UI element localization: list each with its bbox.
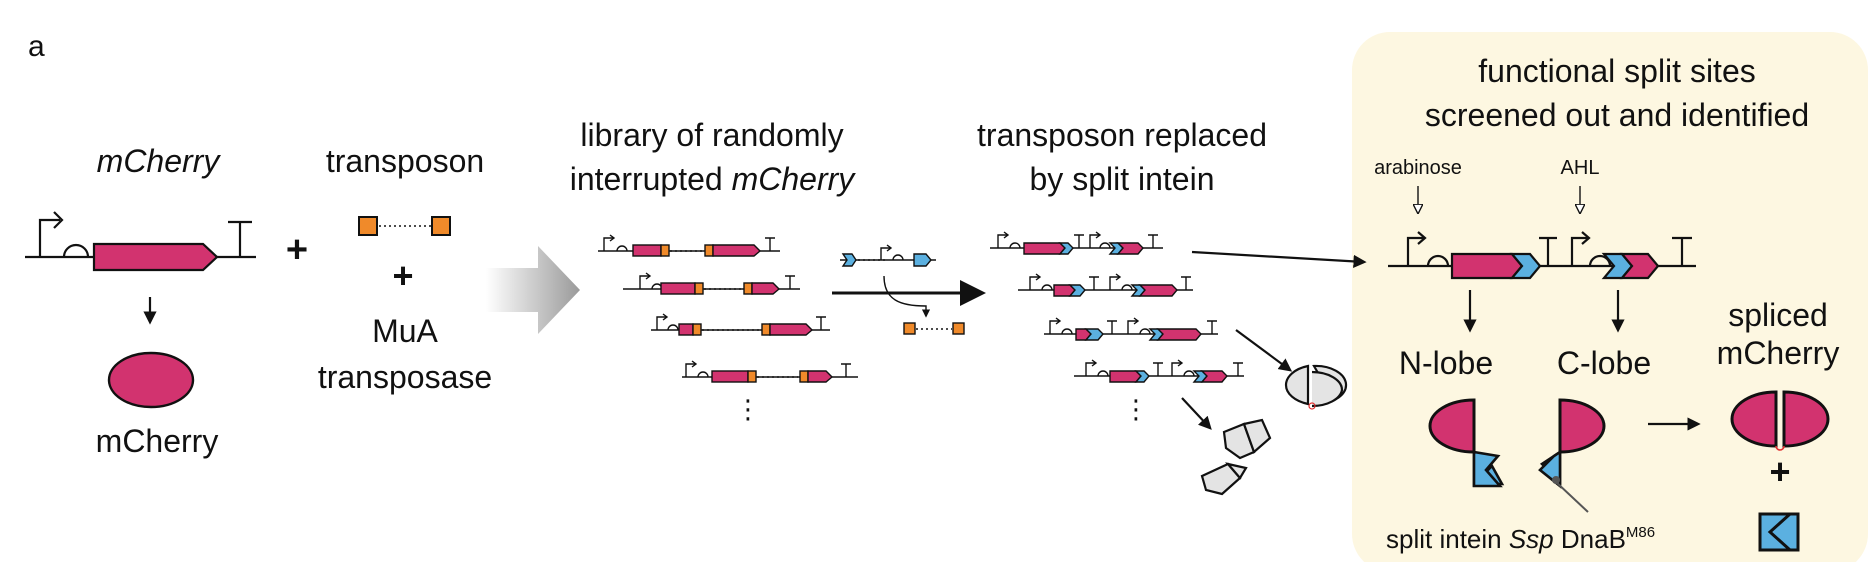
intein-construct-3 xyxy=(1044,317,1218,341)
intein-pointer-dot xyxy=(1552,476,1560,484)
spliced-label-line1: spliced xyxy=(1728,297,1828,333)
nonfunctional-arrow-2 xyxy=(1181,397,1212,430)
n-lobe-label: N-lobe xyxy=(1399,345,1493,381)
library-construct-3 xyxy=(651,313,830,336)
gene-title: mCherry xyxy=(97,143,222,179)
spliced-label-line2: mCherry xyxy=(1717,335,1840,371)
c-lobe-label: C-lobe xyxy=(1557,345,1651,381)
nonfluorescent-protein-1 xyxy=(1284,364,1348,410)
intein-pointer-line xyxy=(1555,481,1589,513)
terminator-t-icon xyxy=(228,220,252,257)
n-lobe-fragment xyxy=(1428,398,1505,488)
enzyme-label-line2: transposase xyxy=(318,359,492,395)
inducer-arabinose-label: arabinose xyxy=(1374,157,1462,179)
swap-arrow-head xyxy=(960,280,986,306)
library-construct-1 xyxy=(598,234,780,257)
mcherry-cds xyxy=(92,242,219,272)
excised-transposon-arrow xyxy=(883,275,931,318)
screen-panel-title-line1: functional split sites xyxy=(1478,53,1755,89)
mcherry-gene-construct xyxy=(25,211,256,272)
intein-constructs xyxy=(990,231,1244,383)
spliced-mcherry-protein xyxy=(1730,390,1830,451)
inducer-ahl-label: AHL xyxy=(1561,157,1600,179)
library-title-line1: library of randomly xyxy=(580,117,843,153)
intein-construct-2 xyxy=(1018,273,1193,297)
intein-swap-cassette xyxy=(840,244,936,267)
library-construct-2 xyxy=(623,272,800,295)
screen-panel-title-line2: screened out and identified xyxy=(1425,97,1809,133)
plus-sign-1: + xyxy=(286,229,308,271)
promoter-arrow-icon xyxy=(38,218,60,257)
selection-arrow xyxy=(1191,250,1367,268)
intein-construct-1 xyxy=(990,231,1163,255)
replaced-more-dots: ⋮ xyxy=(1123,394,1149,424)
nonfunctional-arrow-1 xyxy=(1235,329,1293,372)
library-construct-4 xyxy=(682,360,858,383)
plus-sign-3: + xyxy=(1769,451,1790,492)
plus-sign-2: + xyxy=(392,255,413,296)
transposon-icon xyxy=(358,216,451,236)
panel-label: a xyxy=(28,30,45,63)
split-intein-expression-construct xyxy=(1388,231,1696,280)
replaced-title-line1: transposon replaced xyxy=(977,117,1267,153)
big-gray-arrow-icon xyxy=(486,246,580,334)
library-title-line2: interrupted mCherry xyxy=(570,161,857,197)
excised-transposon xyxy=(903,322,965,335)
nonfluorescent-protein-2 xyxy=(1200,418,1272,496)
transposon-title: transposon xyxy=(326,143,484,179)
excised-intein-icon xyxy=(1758,512,1800,552)
split-intein-label: split intein Ssp DnaBM86 xyxy=(1386,524,1655,554)
enzyme-label-line1: MuA xyxy=(372,313,438,349)
rbs-half-circle-icon xyxy=(62,243,90,258)
c-lobe-fragment xyxy=(1538,398,1606,489)
library-constructs xyxy=(598,234,858,383)
library-more-dots: ⋮ xyxy=(735,394,761,424)
mcherry-protein-ellipse-icon xyxy=(107,351,195,409)
intein-construct-4 xyxy=(1074,359,1244,383)
gene-product-label: mCherry xyxy=(96,423,219,459)
replaced-title-line2: by split intein xyxy=(1030,161,1215,197)
